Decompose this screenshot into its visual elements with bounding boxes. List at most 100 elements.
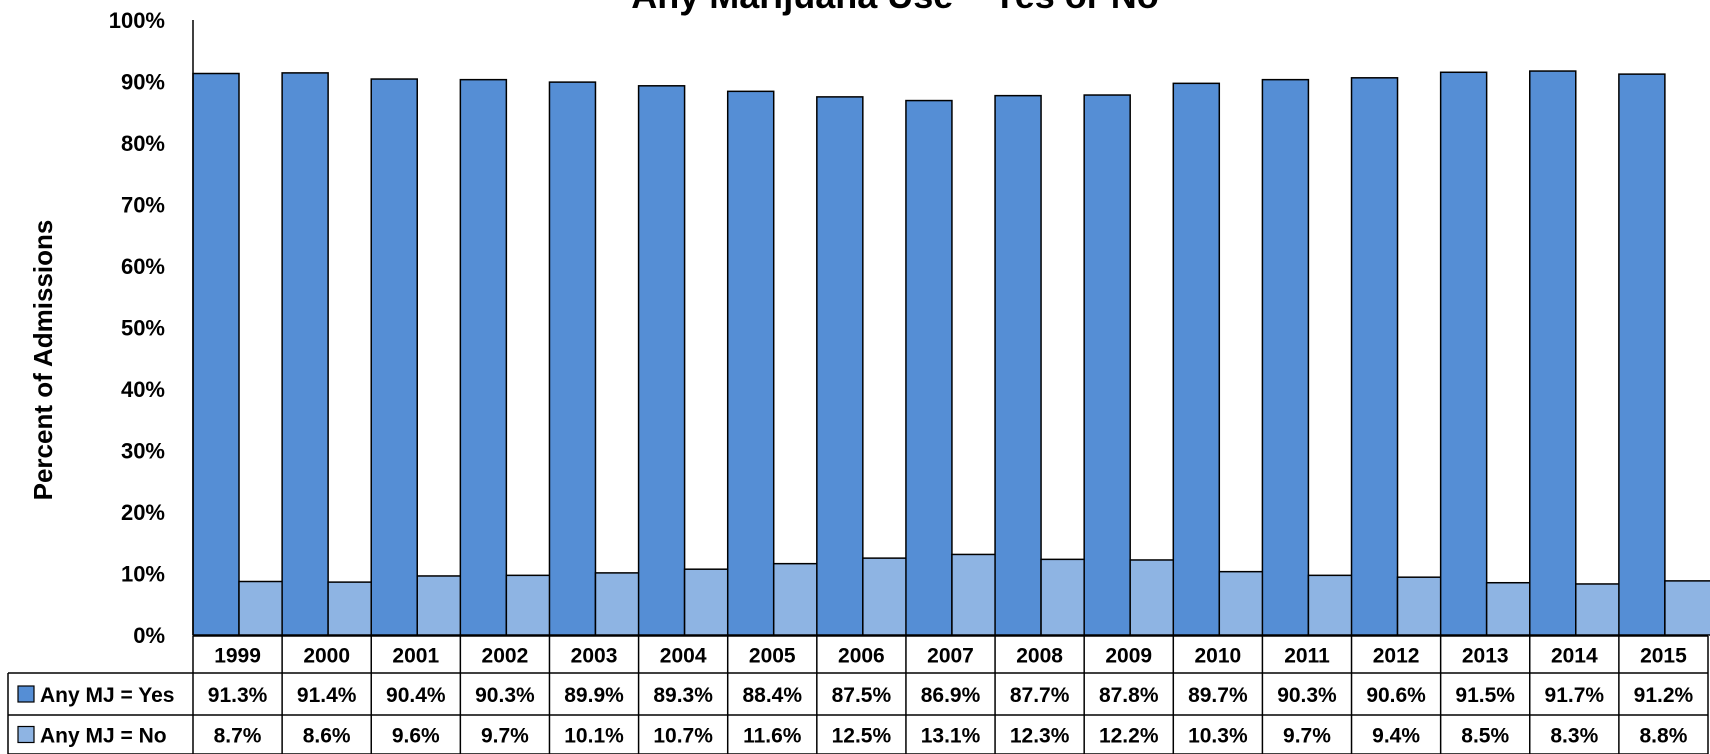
table-cell-value: 8.3% bbox=[1550, 725, 1598, 748]
x-tick-label: 2000 bbox=[303, 645, 350, 668]
data-table: 1999 2000 2001 2002 2003 2004 2005 2006 2007 2008… bbox=[7, 635, 1709, 754]
bar-no-2015 bbox=[1664, 580, 1710, 636]
bars bbox=[192, 70, 1710, 636]
bar-no-2006 bbox=[862, 557, 910, 636]
table-cell-value: 11.6% bbox=[743, 725, 802, 748]
table-cell-value: 9.4% bbox=[1372, 725, 1420, 748]
table-cell-value: 89.9% bbox=[564, 684, 624, 707]
bar-yes-2000 bbox=[281, 72, 329, 636]
bar-no-2005 bbox=[772, 562, 821, 636]
table-cell-value: 91.4% bbox=[297, 684, 357, 707]
bar-yes-2015 bbox=[1618, 73, 1666, 636]
table-cell-value: 9.7% bbox=[481, 725, 529, 748]
bar-yes-2013 bbox=[1439, 71, 1488, 636]
table-cell-value: 88.4% bbox=[742, 684, 802, 707]
bar-no-2013 bbox=[1485, 581, 1534, 636]
table-cell-value: 89.3% bbox=[653, 684, 713, 707]
x-tick-label: 2006 bbox=[838, 645, 885, 668]
legend-swatch-yes bbox=[17, 685, 35, 703]
y-tick-label: 70% bbox=[121, 193, 165, 218]
bar-yes-1999 bbox=[192, 72, 240, 636]
bar-no-1999 bbox=[238, 580, 286, 636]
y-tick-label: 100% bbox=[109, 8, 165, 33]
bar-yes-2007 bbox=[905, 99, 953, 636]
x-tick-label: 2005 bbox=[749, 645, 796, 668]
table-cell-value: 12.2% bbox=[1099, 725, 1159, 748]
y-axis-label: Percent of Admissions bbox=[28, 220, 58, 501]
table-cell-value: 91.7% bbox=[1545, 684, 1605, 707]
x-tick-label: 2003 bbox=[571, 645, 618, 668]
x-tick-label: 1999 bbox=[214, 645, 261, 668]
bar-no-2012 bbox=[1396, 576, 1445, 636]
y-tick-label: 80% bbox=[121, 131, 165, 156]
bar-yes-2014 bbox=[1529, 70, 1577, 636]
table-cell-value: 10.3% bbox=[1188, 725, 1248, 748]
bar-yes-2004 bbox=[637, 85, 686, 636]
bar-yes-2001 bbox=[370, 78, 418, 636]
y-tick-label: 50% bbox=[121, 316, 165, 341]
bar-no-2014 bbox=[1575, 583, 1623, 636]
table-cell-value: 8.7% bbox=[214, 725, 262, 748]
bar-yes-2005 bbox=[726, 90, 775, 636]
bar-no-2007 bbox=[951, 553, 999, 636]
bar-no-2010 bbox=[1218, 570, 1267, 636]
table-cell-value: 87.8% bbox=[1099, 684, 1159, 707]
table-cell-value: 8.5% bbox=[1461, 725, 1509, 748]
table-cell-value: 12.5% bbox=[832, 725, 892, 748]
table-cell-value: 8.6% bbox=[303, 725, 351, 748]
bar-yes-2010 bbox=[1172, 82, 1221, 636]
table-cell-value: 9.7% bbox=[1283, 725, 1331, 748]
y-axis-ticks: 0% 10% 20% 30% 40% 50% 60% 70% 80% 90% 100% bbox=[109, 8, 165, 648]
table-cell-value: 87.7% bbox=[1010, 684, 1070, 707]
table-cell-value: 91.3% bbox=[208, 684, 268, 707]
y-tick-label: 30% bbox=[121, 439, 165, 464]
bar-yes-2009 bbox=[1083, 94, 1131, 636]
x-tick-label: 2009 bbox=[1105, 645, 1152, 668]
bar-no-2008 bbox=[1040, 558, 1088, 636]
x-tick-label: 2007 bbox=[927, 645, 974, 668]
bar-yes-2008 bbox=[994, 94, 1042, 636]
y-tick-label: 10% bbox=[121, 562, 165, 587]
x-tick-label: 2001 bbox=[392, 645, 439, 668]
x-tick-label: 2002 bbox=[482, 645, 529, 668]
bar-no-2003 bbox=[594, 572, 643, 636]
legend-label: Any MJ = Yes bbox=[40, 684, 174, 707]
bar-no-2000 bbox=[327, 581, 375, 636]
x-tick-label: 2008 bbox=[1016, 645, 1063, 668]
bar-no-2002 bbox=[505, 574, 554, 636]
y-tick-label: 60% bbox=[121, 254, 165, 279]
bar-yes-2002 bbox=[459, 78, 508, 636]
table-cell-value: 90.3% bbox=[1277, 684, 1337, 707]
bar-yes-2003 bbox=[548, 81, 597, 636]
y-tick-label: 0% bbox=[133, 623, 165, 648]
table-cell-value: 90.3% bbox=[475, 684, 535, 707]
x-tick-label: 2011 bbox=[1284, 645, 1330, 668]
x-tick-label: 2015 bbox=[1640, 645, 1687, 668]
x-tick-label: 2010 bbox=[1194, 645, 1241, 668]
table-cell-value: 90.6% bbox=[1366, 684, 1426, 707]
bar-yes-2011 bbox=[1261, 78, 1310, 636]
x-tick-label: 2013 bbox=[1462, 645, 1509, 668]
bar-no-2011 bbox=[1307, 574, 1356, 636]
table-cell-value: 89.7% bbox=[1188, 684, 1248, 707]
table-cell-value: 86.9% bbox=[921, 684, 981, 707]
x-tick-label: 2014 bbox=[1551, 645, 1598, 668]
chart-title: Any Marijuana Use – Yes or No bbox=[631, 0, 1159, 16]
table-cell-value: 91.2% bbox=[1634, 684, 1694, 707]
legend-label: Any MJ = No bbox=[40, 725, 167, 748]
table-cell-value: 10.1% bbox=[564, 725, 624, 748]
table-cell-value: 13.1% bbox=[921, 725, 981, 748]
legend-swatch-no bbox=[17, 725, 35, 744]
table-cell-value: 91.5% bbox=[1455, 684, 1515, 707]
bar-yes-2006 bbox=[816, 96, 864, 636]
table-cell-value: 12.3% bbox=[1010, 725, 1070, 748]
y-tick-label: 40% bbox=[121, 377, 165, 402]
table-cell-value: 10.7% bbox=[653, 725, 713, 748]
y-tick-label: 20% bbox=[121, 500, 165, 525]
x-tick-label: 2004 bbox=[660, 645, 707, 668]
table-cell-value: 9.6% bbox=[392, 725, 440, 748]
table-cell-value: 8.8% bbox=[1640, 725, 1688, 748]
table-cell-value: 87.5% bbox=[832, 684, 892, 707]
table-cell-value: 90.4% bbox=[386, 684, 446, 707]
